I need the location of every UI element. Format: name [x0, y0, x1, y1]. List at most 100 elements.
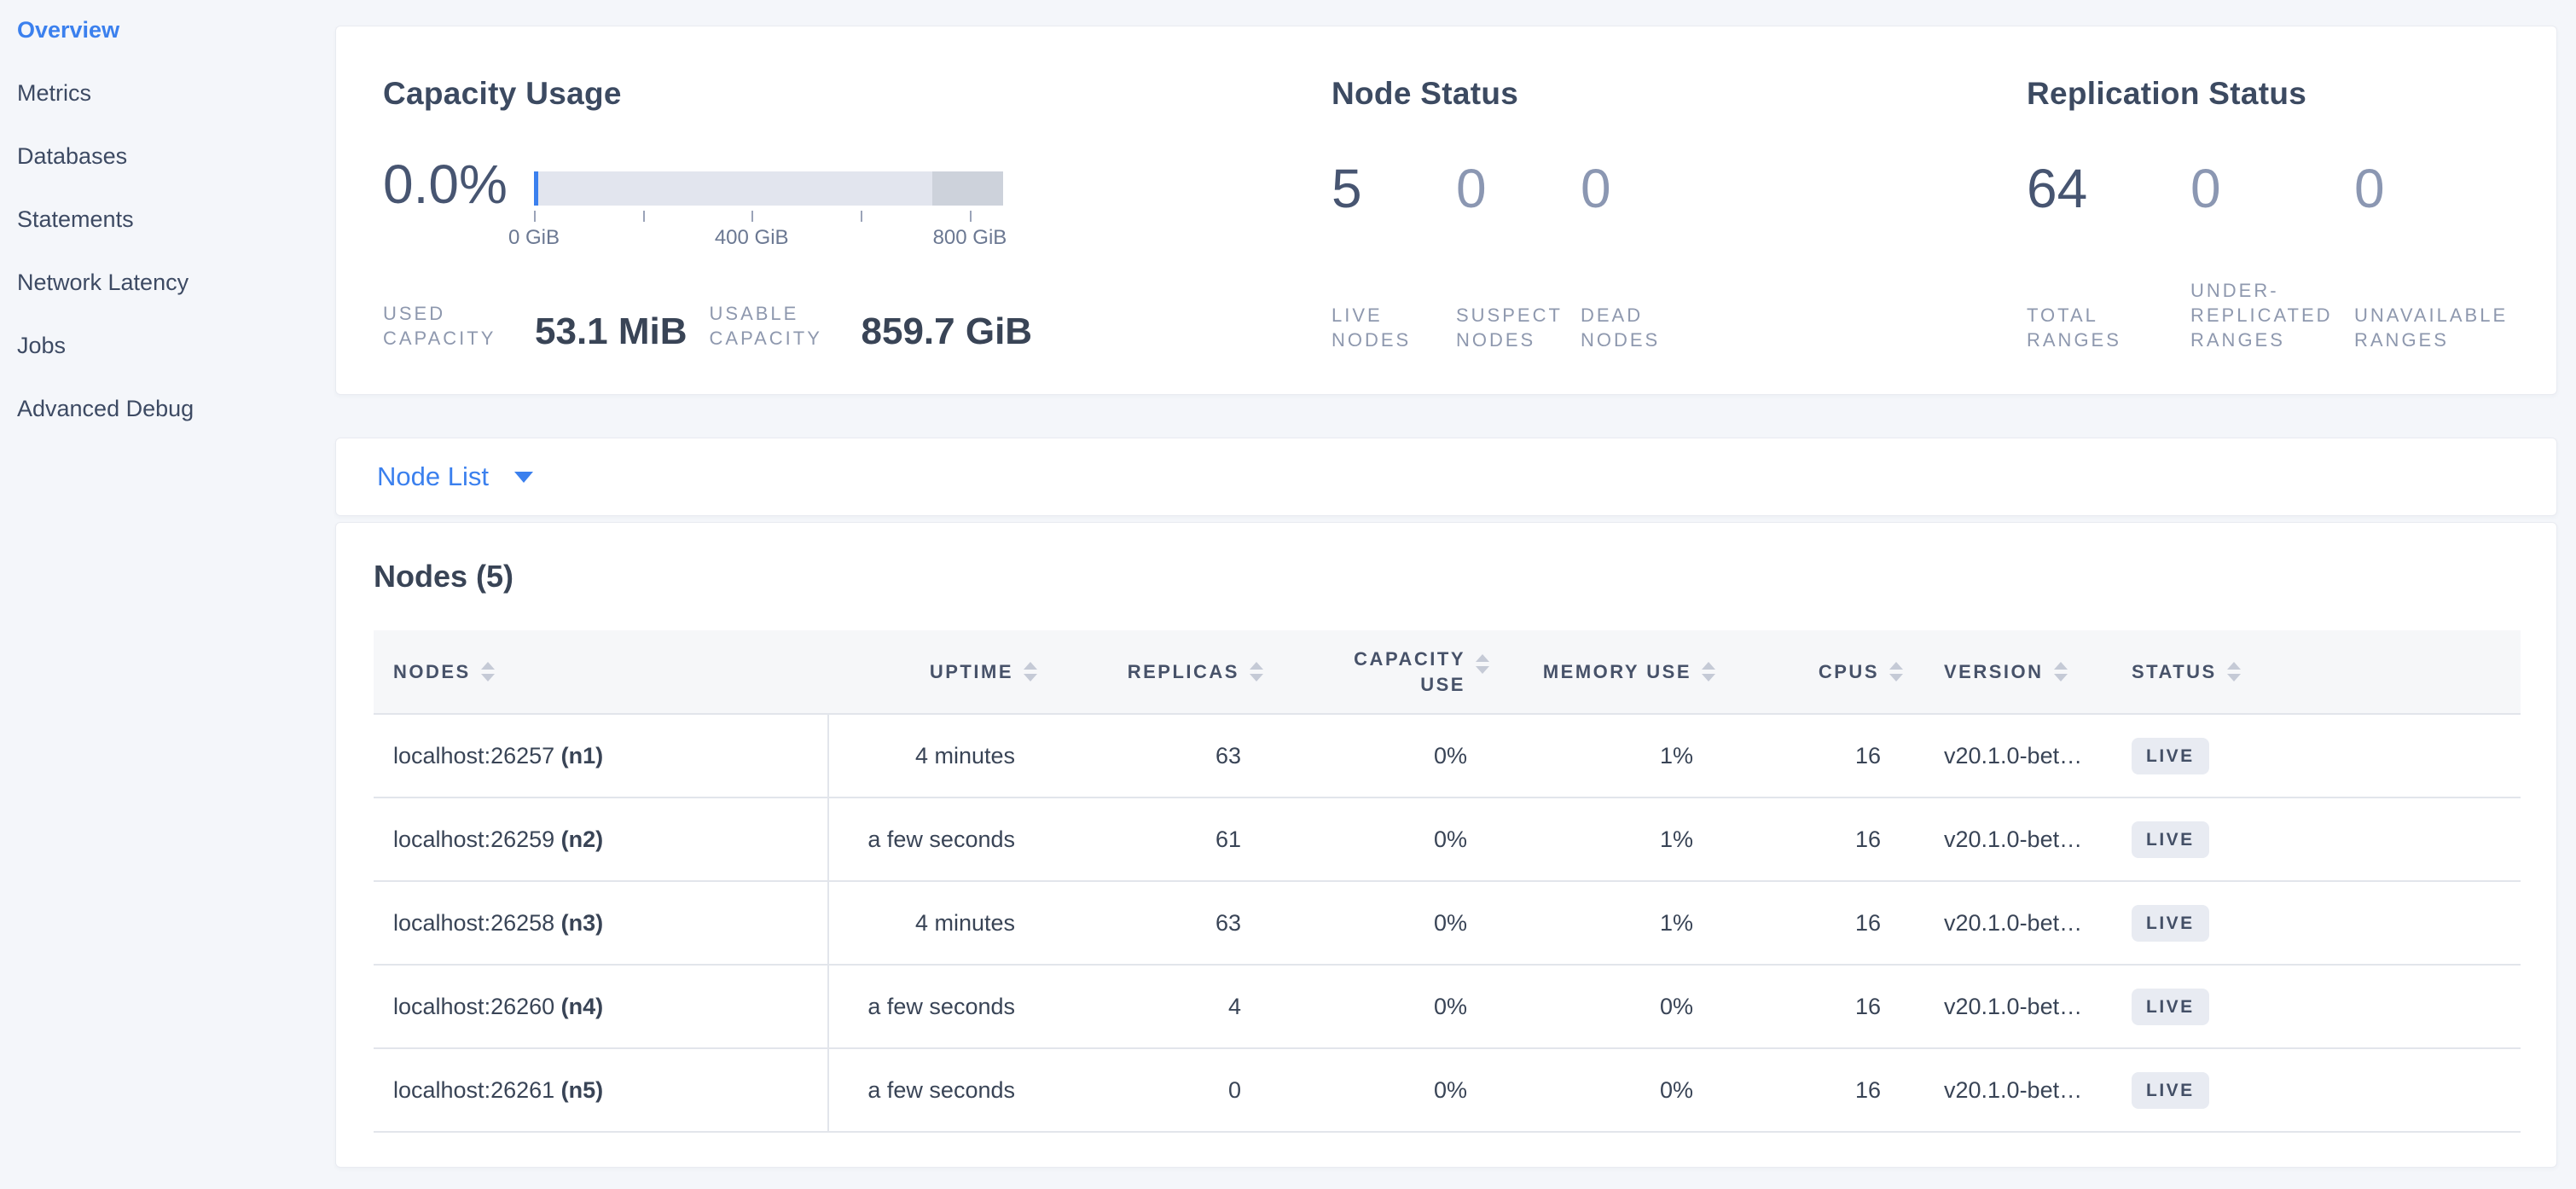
- uptime-cell: a few seconds: [828, 1048, 1046, 1133]
- status-cell: LIVE: [2095, 881, 2521, 966]
- capacity-use-cell: 0%: [1272, 1048, 1498, 1133]
- column-label: UPTIME: [929, 660, 1013, 682]
- table-header-row: NODES UPTIME REPLICAS CAPACITY USE MEMOR…: [374, 630, 2521, 715]
- table-row[interactable]: localhost:26261 (n5) a few seconds 0 0% …: [374, 1048, 2521, 1133]
- sort-icon: [1889, 662, 1903, 682]
- status-cell: LIVE: [2095, 1048, 2521, 1133]
- sidebar-item-metrics[interactable]: Metrics: [17, 80, 91, 106]
- column-label: CAPACITY USE: [1354, 647, 1465, 695]
- column-header-version[interactable]: VERSION: [1912, 630, 2095, 715]
- used-capacity-value: 53.1 MiB: [535, 310, 688, 352]
- status-badge: LIVE: [2132, 737, 2209, 774]
- nodes-table-card: Nodes (5) NODES UPTIME REPLICAS CAPACITY…: [335, 522, 2557, 1168]
- sort-icon: [1476, 653, 1489, 674]
- chevron-down-icon[interactable]: [513, 471, 533, 483]
- axis-tick: [534, 211, 536, 222]
- live-nodes-metric: 5 LIVE NODES: [1332, 159, 1456, 352]
- node-status-title: Node Status: [1332, 76, 1519, 111]
- table-row[interactable]: localhost:26260 (n4) a few seconds 4 0% …: [374, 965, 2521, 1049]
- sort-icon: [1024, 662, 1037, 682]
- capacity-bar-chart: 0 GiB 400 GiB 800 GiB: [508, 171, 1007, 249]
- replicas-cell: 4: [1046, 965, 1272, 1049]
- nodes-table: NODES UPTIME REPLICAS CAPACITY USE MEMOR…: [374, 630, 2521, 1133]
- memory-use-cell: 1%: [1498, 714, 1724, 798]
- sidebar-item-databases[interactable]: Databases: [17, 143, 128, 169]
- column-header-uptime[interactable]: UPTIME: [828, 630, 1046, 715]
- capacity-axis-ticks: [534, 211, 1003, 222]
- status-cell: LIVE: [2095, 798, 2521, 882]
- dead-nodes-value: 0: [1581, 158, 1611, 219]
- memory-use-cell: 1%: [1498, 881, 1724, 966]
- column-label: MEMORY USE: [1542, 660, 1691, 682]
- column-label: CPUS: [1818, 660, 1879, 682]
- node-status-section: Node Status 5 LIVE NODES 0 SUSPECT NODES…: [1332, 26, 1963, 394]
- sidebar-item-jobs[interactable]: Jobs: [17, 333, 67, 358]
- suspect-nodes-label: SUSPECT NODES: [1456, 304, 1563, 351]
- uptime-cell: 4 minutes: [828, 714, 1046, 798]
- sort-icon: [480, 662, 495, 682]
- memory-use-cell: 0%: [1498, 965, 1724, 1049]
- column-label: NODES: [393, 660, 471, 682]
- usable-capacity-value: 859.7 GiB: [861, 310, 1033, 352]
- unavailable-ranges-metric: 0 UNAVAILABLE RANGES: [2354, 159, 2518, 352]
- sort-icon: [1702, 662, 1715, 682]
- sidebar-item-statements[interactable]: Statements: [17, 206, 134, 232]
- total-ranges-label: TOTAL RANGES: [2027, 304, 2121, 351]
- replicas-cell: 0: [1046, 1048, 1272, 1133]
- sort-icon: [2226, 662, 2241, 682]
- column-label: STATUS: [2132, 660, 2217, 682]
- axis-tick: [860, 211, 862, 222]
- node-status-metrics: 5 LIVE NODES 0 SUSPECT NODES 0 DEAD NODE…: [1332, 159, 1705, 352]
- total-ranges-value: 64: [2027, 158, 2088, 219]
- capacity-usage-section: Capacity Usage 0.0% 0 GiB: [383, 26, 1355, 394]
- version-cell: v20.1.0-bet…: [1912, 1048, 2095, 1133]
- live-nodes-label: LIVE NODES: [1332, 304, 1412, 351]
- usable-capacity-label: USABLE CAPACITY: [709, 303, 822, 349]
- version-cell: v20.1.0-bet…: [1912, 881, 2095, 966]
- capacity-use-cell: 0%: [1272, 881, 1498, 966]
- capacity-use-cell: 0%: [1272, 965, 1498, 1049]
- column-header-nodes[interactable]: NODES: [374, 630, 828, 715]
- sidebar: Overview Metrics Databases Statements Ne…: [0, 0, 335, 1189]
- sort-icon: [1250, 662, 1263, 682]
- column-header-replicas[interactable]: REPLICAS: [1046, 630, 1272, 715]
- column-header-status[interactable]: STATUS: [2095, 630, 2521, 715]
- node-address-cell: localhost:26259 (n2): [374, 798, 829, 882]
- node-address-cell: localhost:26261 (n5): [374, 1048, 829, 1133]
- column-header-memory-use[interactable]: MEMORY USE: [1498, 630, 1724, 715]
- dead-nodes-label: DEAD NODES: [1581, 304, 1661, 351]
- memory-use-cell: 0%: [1498, 1048, 1724, 1133]
- axis-tick: [751, 211, 754, 222]
- sidebar-item-overview[interactable]: Overview: [17, 17, 120, 43]
- table-row[interactable]: localhost:26259 (n2) a few seconds 61 0%…: [374, 798, 2521, 882]
- node-list-dropdown[interactable]: Node List: [377, 461, 489, 491]
- sidebar-item-advanced-debug[interactable]: Advanced Debug: [17, 396, 194, 421]
- status-badge: LIVE: [2132, 988, 2209, 1025]
- column-header-capacity-use[interactable]: CAPACITY USE: [1272, 630, 1498, 715]
- replicas-cell: 61: [1046, 798, 1272, 882]
- suspect-nodes-value: 0: [1456, 158, 1487, 219]
- main-content: Capacity Usage 0.0% 0 GiB: [335, 0, 2557, 1189]
- total-ranges-metric: 64 TOTAL RANGES: [2027, 159, 2190, 352]
- under-replicated-label: UNDER-REPLICATED RANGES: [2190, 280, 2333, 351]
- cpus-cell: 16: [1724, 714, 1912, 798]
- version-cell: v20.1.0-bet…: [1912, 714, 2095, 798]
- table-row[interactable]: localhost:26258 (n3) 4 minutes 63 0% 1% …: [374, 881, 2521, 966]
- cpus-cell: 16: [1724, 881, 1912, 966]
- sidebar-item-network-latency[interactable]: Network Latency: [17, 270, 189, 295]
- column-header-cpus[interactable]: CPUS: [1724, 630, 1912, 715]
- cpus-cell: 16: [1724, 965, 1912, 1049]
- replication-metrics: 64 TOTAL RANGES 0 UNDER-REPLICATED RANGE…: [2027, 159, 2518, 352]
- capacity-axis-labels: 0 GiB 400 GiB 800 GiB: [508, 226, 1007, 252]
- dead-nodes-metric: 0 DEAD NODES: [1581, 159, 1705, 352]
- cpus-cell: 16: [1724, 1048, 1912, 1133]
- uptime-cell: a few seconds: [828, 965, 1046, 1049]
- table-row[interactable]: localhost:26257 (n1) 4 minutes 63 0% 1% …: [374, 714, 2521, 798]
- uptime-cell: 4 minutes: [828, 881, 1046, 966]
- status-cell: LIVE: [2095, 965, 2521, 1049]
- column-label: VERSION: [1944, 660, 2044, 682]
- used-capacity-label: USED CAPACITY: [383, 303, 496, 349]
- node-address-cell: localhost:26257 (n1): [374, 714, 829, 798]
- axis-label: 800 GiB: [932, 226, 1007, 249]
- cluster-summary-card: Capacity Usage 0.0% 0 GiB: [335, 26, 2557, 395]
